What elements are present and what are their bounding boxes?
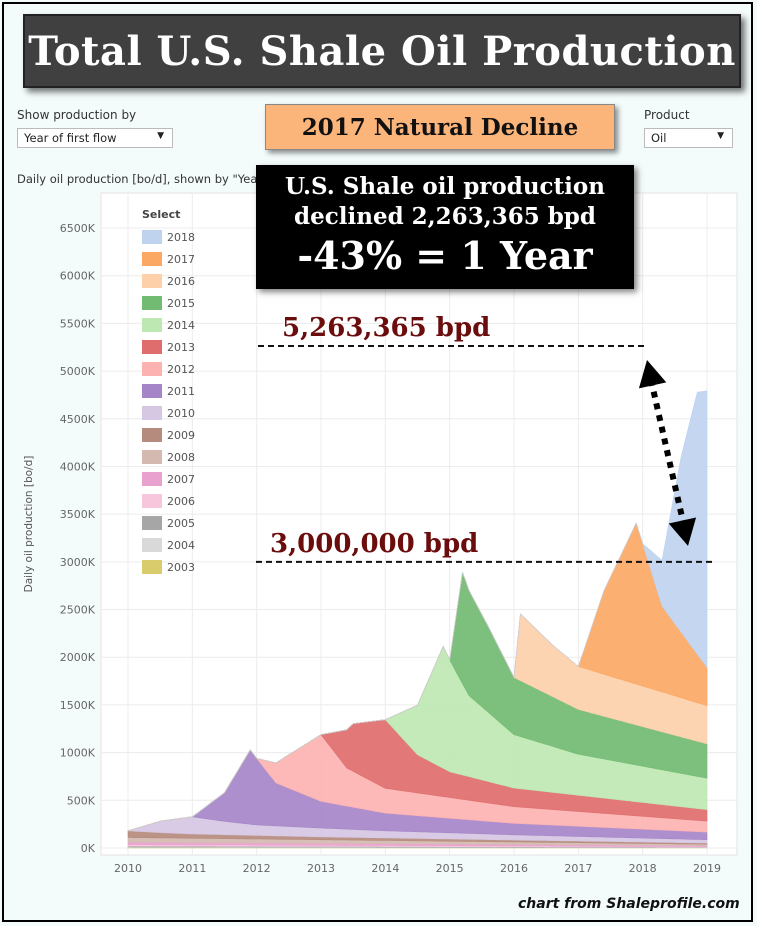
legend-swatch-2008 xyxy=(142,450,162,464)
legend-label-2012: 2012 xyxy=(167,363,195,376)
chevron-down-icon: ▼ xyxy=(717,131,724,141)
legend-swatch-2007 xyxy=(142,472,162,486)
legend-swatch-2018 xyxy=(142,230,162,244)
credit-text: chart from Shaleprofile.com xyxy=(518,896,740,912)
legend-swatch-2013 xyxy=(142,340,162,354)
y-tick-label: 3500K xyxy=(60,508,96,521)
legend-swatch-2010 xyxy=(142,406,162,420)
legend-label-2011: 2011 xyxy=(167,385,195,398)
chevron-down-icon: ▼ xyxy=(157,131,164,141)
trough-label: 3,000,000 bpd xyxy=(270,529,478,559)
show-by-label: Show production by xyxy=(17,108,137,122)
y-tick-label: 4500K xyxy=(60,413,96,426)
y-tick-label: 6000K xyxy=(60,270,96,283)
legend-label-2005: 2005 xyxy=(167,517,195,530)
y-tick-label: 5000K xyxy=(60,365,96,378)
legend-label-2018: 2018 xyxy=(167,231,195,244)
x-tick-label: 2014 xyxy=(371,862,399,875)
peak-label: 5,263,365 bpd xyxy=(282,313,490,343)
y-tick-label: 0K xyxy=(81,842,96,855)
y-tick-label: 1500K xyxy=(60,699,96,712)
x-tick-label: 2013 xyxy=(307,862,335,875)
y-tick-label: 2500K xyxy=(60,604,96,617)
legend-swatch-2009 xyxy=(142,428,162,442)
legend-label-2004: 2004 xyxy=(167,539,195,552)
legend-swatch-2011 xyxy=(142,384,162,398)
x-tick-label: 2011 xyxy=(178,862,206,875)
page-title: Total U.S. Shale Oil Production xyxy=(28,27,736,75)
y-tick-label: 6500K xyxy=(60,222,96,235)
product-select[interactable]: Oil ▼ xyxy=(644,128,733,148)
legend-label-2008: 2008 xyxy=(167,451,195,464)
callout-line-1: U.S. Shale oil production xyxy=(285,173,605,200)
x-tick-label: 2012 xyxy=(243,862,271,875)
title-banner: Total U.S. Shale Oil Production xyxy=(23,14,741,88)
area-series-2018 xyxy=(127,390,708,832)
callout-line-2: declined 2,263,365 bpd xyxy=(294,203,596,230)
arrow-head-down xyxy=(668,517,697,546)
legend-title: Select xyxy=(142,208,180,221)
x-tick-label: 2015 xyxy=(436,862,464,875)
legend-label-2009: 2009 xyxy=(167,429,195,442)
product-value: Oil xyxy=(651,131,667,145)
callout-line-3: -43% = 1 Year xyxy=(297,233,593,278)
legend-swatch-2012 xyxy=(142,362,162,376)
x-tick-label: 2017 xyxy=(564,862,592,875)
legend-swatch-2014 xyxy=(142,318,162,332)
y-axis-label: Daily oil production [bo/d] xyxy=(23,456,35,593)
decline-callout: U.S. Shale oil production declined 2,263… xyxy=(256,165,634,289)
decline-arrow-shaft xyxy=(648,379,687,527)
y-tick-label: 2000K xyxy=(60,651,96,664)
legend-label-2013: 2013 xyxy=(167,341,195,354)
legend-swatch-2004 xyxy=(142,538,162,552)
y-tick-label: 5500K xyxy=(60,317,96,330)
arrow-head-up xyxy=(638,359,667,389)
legend-label-2014: 2014 xyxy=(167,319,195,332)
x-tick-label: 2018 xyxy=(629,862,657,875)
product-label: Product xyxy=(644,108,690,122)
y-tick-label: 1000K xyxy=(60,747,96,760)
subtitle: 2017 Natural Decline xyxy=(301,113,579,141)
chart-caption: Daily oil production [bo/d], shown by "Y… xyxy=(17,172,258,186)
legend-swatch-2005 xyxy=(142,516,162,530)
legend-swatch-2003 xyxy=(142,560,162,574)
legend-label-2017: 2017 xyxy=(167,253,195,266)
x-tick-label: 2016 xyxy=(500,862,528,875)
show-by-value: Year of first flow xyxy=(24,131,117,145)
legend-label-2016: 2016 xyxy=(167,275,195,288)
legend-label-2010: 2010 xyxy=(167,407,195,420)
show-by-select[interactable]: Year of first flow ▼ xyxy=(17,128,173,148)
legend-label-2006: 2006 xyxy=(167,495,195,508)
legend-swatch-2016 xyxy=(142,274,162,288)
x-tick-label: 2019 xyxy=(693,862,721,875)
y-tick-label: 500K xyxy=(67,794,96,807)
subtitle-banner: 2017 Natural Decline xyxy=(265,104,615,150)
legend-label-2003: 2003 xyxy=(167,561,195,574)
legend-swatch-2017 xyxy=(142,252,162,266)
legend-label-2007: 2007 xyxy=(167,473,195,486)
y-tick-label: 4000K xyxy=(60,460,96,473)
legend-swatch-2015 xyxy=(142,296,162,310)
x-tick-label: 2010 xyxy=(114,862,142,875)
legend-swatch-2006 xyxy=(142,494,162,508)
y-tick-label: 3000K xyxy=(60,556,96,569)
legend-label-2015: 2015 xyxy=(167,297,195,310)
